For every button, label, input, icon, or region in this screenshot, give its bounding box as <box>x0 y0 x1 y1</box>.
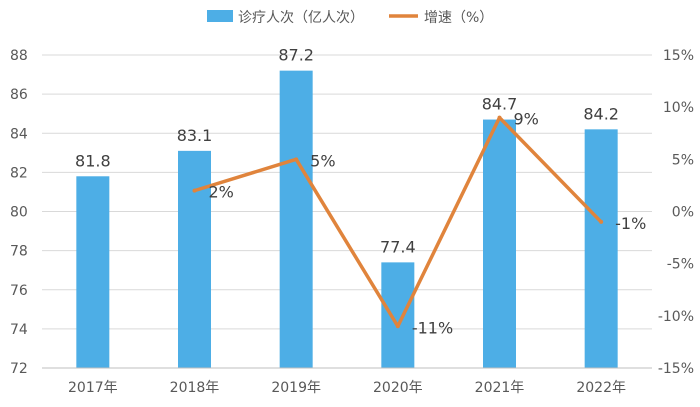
bar <box>381 262 415 368</box>
line-point <box>294 157 299 162</box>
legend-line-label: 增速（%） <box>424 10 493 26</box>
bar <box>76 176 110 368</box>
line-value-label: 5% <box>310 151 335 170</box>
legend-bar-label: 诊疗人次（亿人次） <box>238 10 364 26</box>
x-tick-label: 2022年 <box>576 380 626 396</box>
axes: 72 74 76 78 80 82 84 86 88 -15% -10% -5% 0% 5% 10% 15% 2… <box>10 48 694 396</box>
line-value-label: -11% <box>412 318 453 337</box>
y-right-tick-label: -10% <box>658 309 694 325</box>
y-right-tick-label: 5% <box>672 152 694 168</box>
y-right-tick-label: 15% <box>663 48 694 64</box>
data-labels: 81.8 83.1 87.2 77.4 84.7 84.2 2% 5% -11% 9% -1% <box>75 46 646 338</box>
y-left-tick-label: 82 <box>10 165 28 181</box>
line-point <box>497 115 502 120</box>
line-point <box>395 324 400 329</box>
bar <box>483 119 516 369</box>
x-tick-label: 2020年 <box>373 380 423 396</box>
y-left-tick-label: 84 <box>10 126 28 142</box>
bar <box>279 70 313 369</box>
y-right-tick-label: -5% <box>667 257 694 273</box>
y-left-tick-label: 88 <box>10 48 28 64</box>
y-left-tick-label: 76 <box>10 283 28 299</box>
bar-series <box>76 70 618 369</box>
bar-value-label: 81.8 <box>75 151 111 170</box>
y-right-tick-label: -15% <box>658 361 694 377</box>
y-left-tick-label: 80 <box>10 205 28 221</box>
bar-value-label: 84.2 <box>583 104 619 123</box>
x-tick-label: 2017年 <box>68 380 118 396</box>
line-series <box>192 115 604 329</box>
bar <box>178 150 211 368</box>
bar <box>584 129 618 368</box>
bar-value-label: 84.7 <box>482 95 518 114</box>
bar-value-label: 87.2 <box>278 46 314 65</box>
line-value-label: 2% <box>209 183 234 202</box>
y-right-tick-label: 0% <box>672 205 694 221</box>
legend-bar-swatch <box>207 10 233 22</box>
grid <box>42 54 652 330</box>
y-left-tick-label: 72 <box>10 361 28 377</box>
line-value-label: -1% <box>615 214 646 233</box>
y-left-tick-label: 86 <box>10 87 28 103</box>
legend: 诊疗人次（亿人次） 增速（%） <box>207 10 493 26</box>
y-left-tick-label: 74 <box>10 322 28 338</box>
y-left-tick-label: 78 <box>10 244 28 260</box>
bar-value-label: 83.1 <box>177 126 213 145</box>
line-value-label: 9% <box>514 110 539 129</box>
y-right-tick-label: 10% <box>663 100 694 116</box>
x-tick-label: 2021年 <box>475 380 525 396</box>
line-point <box>599 219 604 224</box>
bar-value-label: 77.4 <box>380 237 416 256</box>
line-point <box>192 188 197 193</box>
x-tick-label: 2018年 <box>170 380 220 396</box>
x-tick-label: 2019年 <box>271 380 321 396</box>
